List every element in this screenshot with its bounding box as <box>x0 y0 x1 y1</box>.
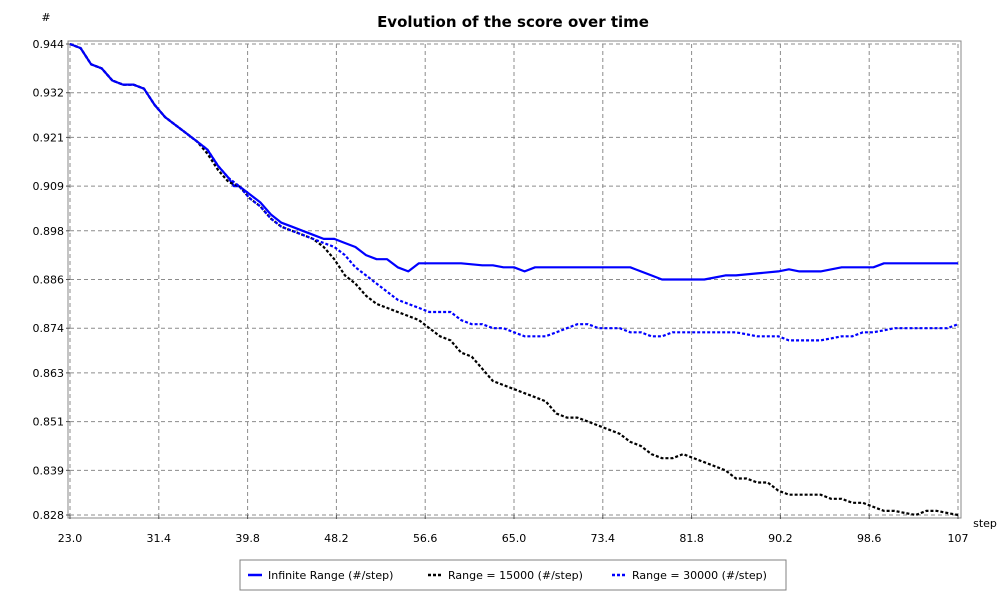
legend-label: Range = 15000 (#/step) <box>448 569 583 582</box>
x-tick-label: 48.2 <box>324 532 349 545</box>
y-axis: 0.944 0.932 0.921 0.909 0.898 0.886 0.874 0.863… <box>33 38 70 522</box>
x-tick-label: 90.2 <box>768 532 793 545</box>
x-tick-label: 56.6 <box>413 532 438 545</box>
y-tick-label: 0.898 <box>33 225 65 238</box>
legend-label: Infinite Range (#/step) <box>268 569 393 582</box>
y-tick-label: 0.828 <box>33 509 65 522</box>
chart-title: Evolution of the score over time <box>377 13 649 31</box>
y-tick-label: 0.863 <box>33 367 65 380</box>
series-line-2 <box>69 42 959 517</box>
y-axis-label: # <box>41 11 50 24</box>
y-tick-label: 0.909 <box>33 180 65 193</box>
y-tick-label: 0.874 <box>33 322 65 335</box>
series-lines <box>69 42 959 517</box>
y-tick-label: 0.921 <box>33 131 65 144</box>
legend-label: Range = 30000 (#/step) <box>632 569 767 582</box>
x-axis: 23.0 31.4 39.8 48.2 56.6 65.0 73.4 81.8 90.2 98.6… <box>58 515 969 545</box>
y-tick-label: 0.932 <box>33 87 65 100</box>
x-tick-label: 98.6 <box>857 532 882 545</box>
x-tick-label: 23.0 <box>58 532 83 545</box>
legend-items: Infinite Range (#/step) Range = 15000 (#/… <box>248 569 767 582</box>
y-tick-label: 0.886 <box>33 274 65 287</box>
x-tick-label: 39.8 <box>235 532 260 545</box>
series-line-3 <box>69 42 959 342</box>
grid <box>69 43 959 516</box>
x-tick-label: 73.4 <box>591 532 616 545</box>
y-tick-label: 0.944 <box>33 38 65 51</box>
y-tick-label: 0.851 <box>33 416 65 429</box>
x-tick-label: 107 <box>948 532 969 545</box>
x-tick-label: 81.8 <box>679 532 704 545</box>
x-tick-label: 31.4 <box>147 532 172 545</box>
y-tick-label: 0.839 <box>33 464 65 477</box>
x-tick-label: 65.0 <box>502 532 527 545</box>
legend <box>239 559 787 591</box>
x-axis-label: step <box>973 517 997 530</box>
